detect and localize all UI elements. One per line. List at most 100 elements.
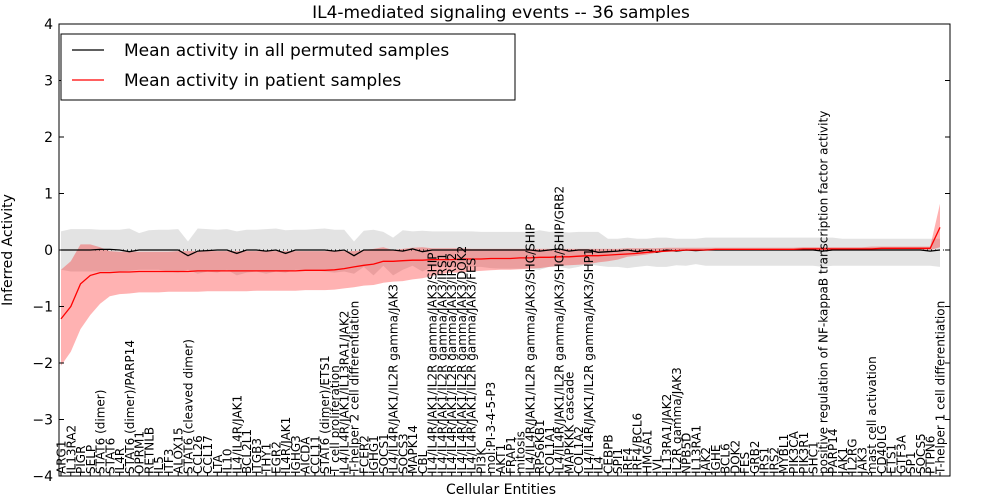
- x-tick-label: PIGR: [74, 446, 88, 474]
- x-tick-label: AKT1: [494, 444, 508, 474]
- x-tick-label: CBL: [416, 450, 430, 474]
- legend-box: [60, 33, 516, 101]
- x-tick-label: STAT6 (dimer): [94, 390, 108, 474]
- x-tick-label: mol:PI-3-4-5-P3: [484, 382, 498, 474]
- x-tick-label: FES: [738, 452, 752, 474]
- x-tick-label: PIK3R1: [797, 432, 811, 474]
- x-tick-label: mitosis: [514, 431, 528, 474]
- legend-label-patient: Mean activity in patient samples: [124, 71, 401, 91]
- x-tick-label: GTF3A: [894, 434, 908, 474]
- y-ticks: −4 −3 −2 −1 0 1 2 3 4: [32, 17, 950, 485]
- x-tick-label: IL4: [592, 456, 606, 474]
- x-tick-label: IL4/IL4R/JAK1/IL2R gamma/JAK3/SHP1: [582, 248, 596, 474]
- legend: Mean activity in all permuted samples Me…: [60, 33, 516, 101]
- x-tick-label: IL4/IL4R/JAK1/IL2R gamma/JAK3/SHIP: [426, 253, 440, 474]
- x-tick-label: IL4R: [113, 448, 127, 474]
- x-tick-label: SOCS1: [377, 433, 391, 474]
- x-tick-label: STAT6 (dimer)/PARP14: [123, 340, 137, 474]
- x-tick-label: MAPK14: [406, 425, 420, 474]
- x-tick-label: T-helper 1 cell differentiation: [934, 301, 948, 475]
- x-tick-label: MAPKKK cascade: [562, 372, 576, 474]
- x-tick-label: IL2R gamma/JAK3: [670, 367, 684, 474]
- x-tick-label: DOK2: [728, 440, 742, 474]
- x-axis-label: Cellular Entities: [446, 482, 556, 498]
- x-tick-label: THY1: [260, 443, 274, 475]
- x-tick-label: STAT6 (cleaved dimer): [182, 339, 196, 474]
- x-tick-label: STAT6 (dimer)/ETS1: [318, 355, 332, 474]
- x-tick-label: JAK3: [855, 447, 869, 475]
- x-tick-label: T-helper 2 cell differentiation: [348, 301, 362, 475]
- x-tick-label: ETS1: [885, 444, 899, 474]
- x-tick-label: IL13RA1/JAK2: [660, 394, 674, 474]
- x-tick-label: IL4/IL4R/JAK1/IL2R gamma/JAK3/DOK2: [455, 246, 469, 474]
- y-axis-label: Inferred Activity: [0, 194, 16, 306]
- x-tick-label: IL2RG: [846, 439, 860, 475]
- x-tick-label: JAK2: [699, 447, 713, 475]
- chart-title: IL4-mediated signaling events -- 36 samp…: [312, 3, 690, 23]
- x-tick-label: HMGA1: [641, 429, 655, 474]
- series-lines: [60, 227, 941, 320]
- x-tick-label: IL13RA2: [64, 425, 78, 474]
- x-tick-label: JAK1: [836, 447, 850, 475]
- x-tick-label: IL4/IL4R/JAK1/IL2R gamma/JAK3/FES: [465, 258, 479, 474]
- x-tick-label: RPS6KB1: [533, 419, 547, 474]
- legend-label-permuted: Mean activity in all permuted samples: [124, 41, 449, 61]
- x-tick-label: IL4/IL4R/JAK1/IL2R gamma/JAK3/IRS1: [435, 253, 449, 474]
- x-tick-label: SOCS3: [396, 433, 410, 474]
- x-tick-label: STAT6: [103, 438, 117, 474]
- x-tick-label: BCL6: [719, 443, 733, 474]
- x-tick-label: positive regulation of NF-kappaB transcr…: [816, 111, 830, 474]
- x-tick-label: ITGB3: [250, 438, 264, 474]
- x-tick-label: COL1A2: [572, 426, 586, 474]
- x-tick-label: ALOX15: [172, 427, 186, 474]
- x-tick-label: AICDA: [299, 436, 313, 474]
- x-tick-label: IL4/IL4R/JAK1/IL13RA1/JAK2: [338, 311, 352, 475]
- x-tick-label: IL10: [221, 449, 235, 475]
- x-tick-label: ARG1: [55, 441, 69, 474]
- x-tick-label: FCER2: [357, 435, 371, 474]
- y-tick-label: −1: [32, 300, 53, 316]
- x-tick-label: PARP14: [826, 428, 840, 474]
- x-tick-label: IL4/IL4R/JAK1: [230, 395, 244, 474]
- x-tick-label: MYBL1: [777, 434, 791, 474]
- x-tick-label: IRF4/BCL6: [631, 413, 645, 474]
- x-tick-label: SP1: [904, 452, 918, 475]
- x-tick-label: IL5: [152, 456, 166, 474]
- x-tick-label: IL4/IL4R/JAK1/IL2R gamma/JAK3/IRS2: [445, 253, 459, 474]
- x-tick-label: IRS2: [768, 447, 782, 474]
- x-tick-label: SELP: [84, 445, 98, 474]
- x-tick-label: CD40LG: [875, 425, 889, 474]
- x-tick-label: IRS1: [758, 447, 772, 474]
- x-tick-label: COL1A1: [543, 426, 557, 474]
- y-tick-label: −2: [32, 356, 53, 372]
- x-tick-label: IRF4: [621, 448, 635, 474]
- x-tick-label: IL13RA1: [689, 425, 703, 474]
- line-patient: [60, 227, 941, 320]
- band-permuted: [61, 228, 940, 276]
- plot-area-frame: [58, 23, 951, 477]
- x-tick-label: IGHE: [709, 445, 723, 474]
- x-tick-label: CCL26: [191, 435, 205, 474]
- y-tick-label: 4: [44, 17, 53, 33]
- x-tick-label: IL4/IL4R/JAK1/IL2R gamma/JAK3: [387, 284, 401, 474]
- x-tick-label: LTA: [211, 454, 225, 474]
- x-tick-label: PI3K: [475, 447, 489, 474]
- x-tick-label: CCL17: [201, 435, 215, 474]
- x-tick-label: ITF3: [162, 449, 176, 474]
- y-tick-label: 3: [44, 74, 53, 90]
- x-tick-label: PTPN6: [924, 436, 938, 474]
- x-tick-label: CCL11: [308, 435, 322, 474]
- y-tick-label: 1: [44, 187, 53, 203]
- y-tick-label: 2: [44, 130, 53, 146]
- x-tick-label: SHC1: [807, 441, 821, 474]
- band-patient: [61, 203, 940, 366]
- x-tick-label: IGHG1: [367, 435, 381, 474]
- x-tick-label: T cell proliferation: [328, 365, 342, 475]
- x-tick-label: FRAP1: [504, 436, 518, 474]
- x-tick-label: SPI1: [611, 448, 625, 474]
- x-tick-label: BCL2L1: [240, 429, 254, 474]
- x-tick-label: IL4R/JAK1: [279, 417, 293, 474]
- x-tick-label: NPB5D: [680, 433, 694, 474]
